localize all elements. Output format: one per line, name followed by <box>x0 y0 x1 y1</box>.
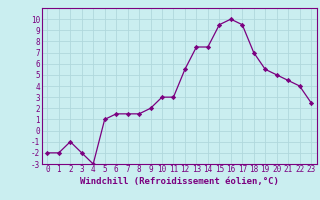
X-axis label: Windchill (Refroidissement éolien,°C): Windchill (Refroidissement éolien,°C) <box>80 177 279 186</box>
